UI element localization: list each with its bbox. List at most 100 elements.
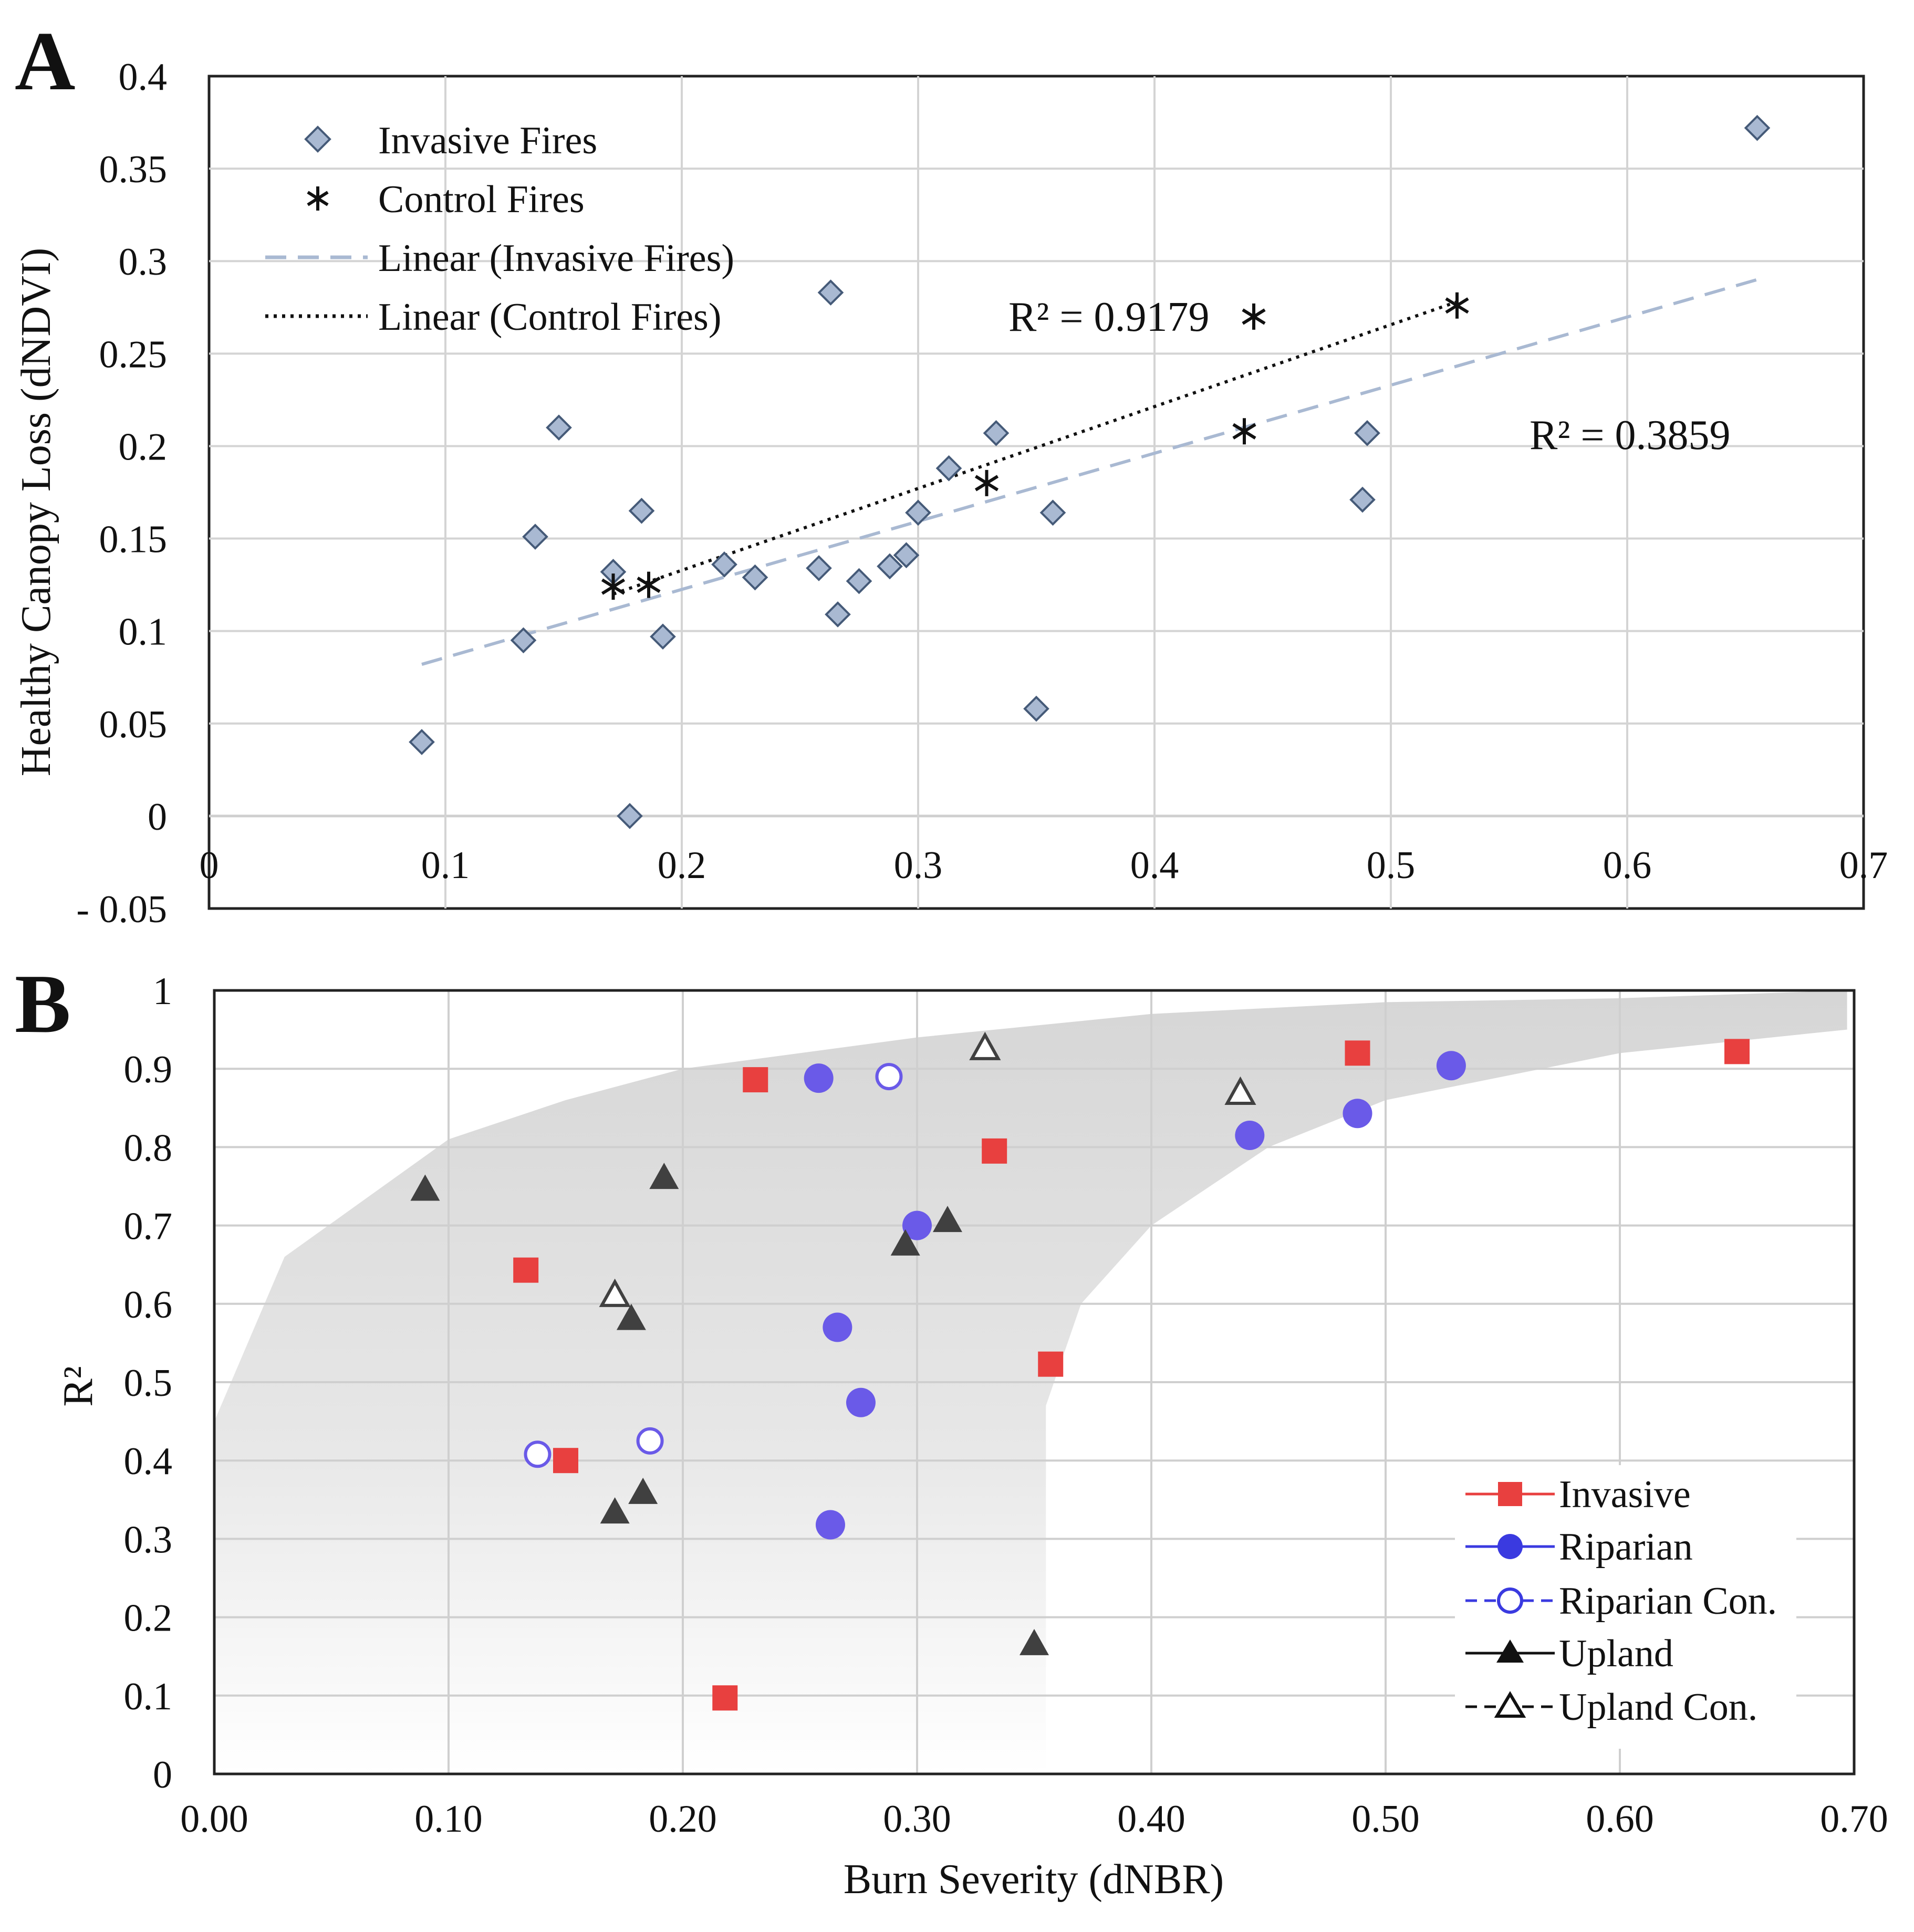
legend-b-upland-con: Upland Con. bbox=[1465, 1686, 1757, 1729]
invasive-fire-point bbox=[1023, 695, 1049, 722]
panel-a-y-tick-label: - 0.05 bbox=[76, 888, 167, 931]
invasive-point bbox=[1724, 1039, 1750, 1064]
panel-a-y-ticks: - 0.05 0 0.05 0.1 0.15 0.2 0.25 0.3 0.35 0.4 bbox=[76, 56, 167, 931]
invasive-fire-point bbox=[877, 553, 903, 580]
control-fire-point bbox=[601, 573, 626, 600]
invasive-fire-point bbox=[905, 499, 931, 526]
invasive-fire-point bbox=[1354, 420, 1380, 446]
panel-b-y-tick-label: 0.6 bbox=[124, 1283, 173, 1327]
panel-a-y-tick-label: 0.3 bbox=[119, 241, 168, 284]
invasive-point bbox=[743, 1067, 768, 1093]
panel-b-y-tick-label: 0.2 bbox=[124, 1597, 173, 1640]
upland-point bbox=[616, 1303, 646, 1330]
panel-a-x-tick-label: 0.6 bbox=[1603, 844, 1652, 887]
upland-point bbox=[628, 1477, 658, 1504]
legend-circle-marker bbox=[1497, 1534, 1523, 1559]
panel-b-x-tick-label: 0.70 bbox=[1820, 1798, 1888, 1841]
panel-a-x-tick-label: 0.2 bbox=[658, 844, 706, 887]
panel-b-frame bbox=[213, 989, 1856, 1776]
panel-b-y-tick-label: 0.4 bbox=[124, 1440, 173, 1483]
invasive-fire-point bbox=[1744, 114, 1771, 141]
legend-b-riparian: Riparian bbox=[1465, 1526, 1693, 1569]
riparian-con-point bbox=[875, 1063, 903, 1091]
panel-a-y-tick-label: 0.25 bbox=[99, 333, 168, 376]
invasive-point bbox=[1345, 1040, 1370, 1066]
upland-point bbox=[932, 1206, 962, 1233]
control-fire-point bbox=[637, 571, 661, 598]
legend-b-label: Invasive bbox=[1559, 1473, 1691, 1516]
invasive-fire-point bbox=[983, 420, 1010, 446]
r2-label-invasive: R² = 0.3859 bbox=[1530, 412, 1730, 458]
asterisk-stroke bbox=[637, 577, 661, 593]
panel-b-y-ticks: 0 0.1 0.2 0.3 0.4 0.5 0.6 0.7 0.8 0.9 1 bbox=[124, 970, 173, 1797]
panel-a-markers bbox=[409, 114, 1771, 829]
riparian-point bbox=[1235, 1121, 1265, 1151]
control-fire-point bbox=[1445, 292, 1469, 319]
panel-b-markers bbox=[410, 1031, 1750, 1711]
invasive-fire-point bbox=[1349, 486, 1376, 513]
legend-a-linear-invasive: Linear (Invasive Fires) bbox=[265, 237, 734, 280]
invasive-fire-point bbox=[846, 568, 872, 594]
invasive-fire-point bbox=[617, 803, 643, 829]
upland-con-point bbox=[969, 1031, 1001, 1060]
legend-b-riparian-con: Riparian Con. bbox=[1465, 1580, 1777, 1623]
asterisk-stroke bbox=[1445, 297, 1469, 314]
panel-a-frame bbox=[207, 75, 1865, 910]
legend-a-label: Linear (Control Fires) bbox=[378, 296, 722, 339]
upland-point bbox=[649, 1163, 679, 1189]
invasive-point bbox=[513, 1257, 539, 1283]
panel-b-y-tick-label: 0.5 bbox=[124, 1362, 173, 1405]
panel-b-x-tick-label: 0.30 bbox=[883, 1798, 951, 1841]
panel-b-y-tick-label: 0.1 bbox=[124, 1675, 173, 1718]
panel-a-y-tick-label: 0.15 bbox=[99, 518, 168, 561]
panel-a-x-tick-label: 0.5 bbox=[1367, 844, 1416, 887]
legend-a-label: Linear (Invasive Fires) bbox=[378, 237, 734, 280]
panel-a-grid bbox=[209, 76, 1864, 908]
riparian-point bbox=[815, 1510, 845, 1540]
panel-a-y-tick-label: 0.2 bbox=[119, 425, 168, 468]
legend-b-upland: Upland bbox=[1465, 1632, 1673, 1675]
upland-point bbox=[1020, 1628, 1049, 1655]
r2-label-control: R² = 0.9179 bbox=[1008, 294, 1209, 340]
control-fire-point bbox=[1242, 303, 1266, 330]
upland-point bbox=[410, 1174, 440, 1201]
invasive-fire-point bbox=[628, 497, 655, 524]
panel-b-x-tick-label: 0.00 bbox=[180, 1798, 248, 1841]
panel-a-x-tick-label: 0.3 bbox=[894, 844, 943, 887]
panel-b-x-tick-label: 0.50 bbox=[1351, 1798, 1420, 1841]
upland-point bbox=[600, 1497, 630, 1524]
panel-a-y-tick-label: 0.1 bbox=[119, 611, 168, 654]
panel-a-y-tick-label: 0.35 bbox=[99, 148, 168, 191]
panel-a-chart: - 0.05 0 0.05 0.1 0.15 0.2 0.25 0.3 0.35 0.4 0 0.1… bbox=[13, 56, 1888, 931]
legend-a-label: Invasive Fires bbox=[378, 119, 597, 162]
legend-b-invasive: Invasive bbox=[1465, 1473, 1691, 1516]
upland-point bbox=[890, 1229, 920, 1256]
panel-b-y-tick-label: 0.3 bbox=[124, 1518, 173, 1561]
panel-a-x-ticks: 0 0.1 0.2 0.3 0.4 0.5 0.6 0.7 bbox=[200, 844, 1888, 887]
panel-b-x-tick-label: 0.60 bbox=[1586, 1798, 1654, 1841]
invasive-fire-point bbox=[742, 564, 768, 591]
legend-b-label: Upland Con. bbox=[1559, 1686, 1757, 1729]
invasive-fire-point bbox=[546, 414, 572, 441]
panel-b-x-ticks: 0.00 0.10 0.20 0.30 0.40 0.50 0.60 0.70 bbox=[180, 1798, 1888, 1841]
legend-open-circle-marker bbox=[1497, 1588, 1523, 1614]
legend-square-marker bbox=[1498, 1482, 1522, 1506]
panel-a-letter: A bbox=[15, 14, 76, 108]
panel-a-y-tick-label: 0 bbox=[148, 796, 167, 839]
panel-b-x-tick-label: 0.10 bbox=[414, 1798, 483, 1841]
panel-b-y-tick-label: 0.8 bbox=[124, 1126, 173, 1169]
panel-b-y-axis-title: R² bbox=[55, 1366, 101, 1406]
upland-con-point bbox=[1224, 1076, 1256, 1105]
upland-con-point bbox=[599, 1278, 631, 1307]
riparian-point bbox=[823, 1312, 852, 1342]
riparian-point bbox=[1436, 1051, 1466, 1081]
invasive-fire-point bbox=[510, 627, 537, 654]
legend-a-control-fires: Control Fires bbox=[307, 178, 585, 221]
invasive-fire-point bbox=[806, 555, 832, 581]
panel-a-y-tick-label: 0.05 bbox=[99, 703, 168, 746]
panel-a-trendlines bbox=[421, 278, 1758, 666]
legend-b-label: Riparian Con. bbox=[1559, 1580, 1777, 1623]
invasive-fire-point bbox=[817, 279, 844, 306]
control-fire-point bbox=[1232, 418, 1256, 445]
legend-diamond-marker bbox=[304, 126, 331, 153]
